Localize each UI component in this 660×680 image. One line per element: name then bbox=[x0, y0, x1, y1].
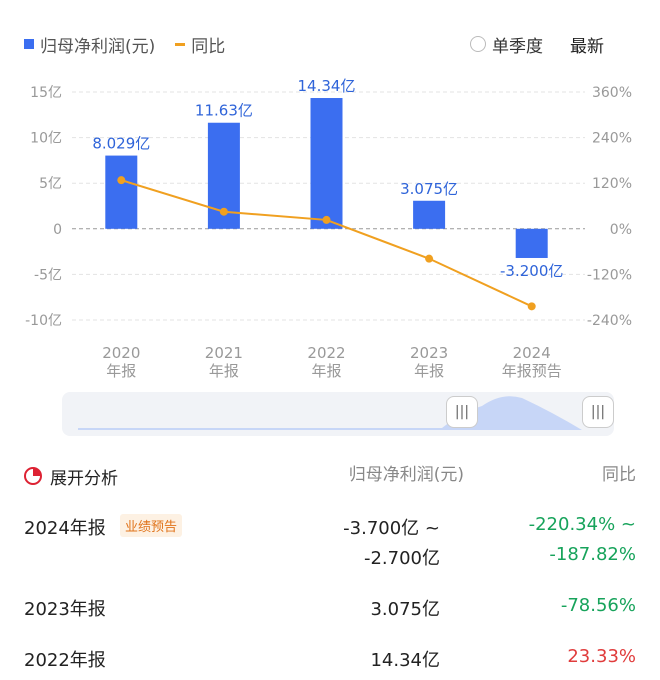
bar bbox=[105, 155, 138, 229]
net-profit-chart: 15亿 10亿 5亿 0 -5亿 -10亿 360% 240% 120% 0% -120% -240%… bbox=[25, 77, 632, 380]
yoy-point bbox=[527, 302, 536, 311]
yoy-cell: 23.33% bbox=[567, 646, 636, 667]
yoy-cell: -220.34% ~ bbox=[528, 514, 636, 535]
value-cell: 3.075亿 bbox=[370, 599, 440, 620]
column-header-value: 归母净利润(元) bbox=[348, 465, 464, 485]
legend-net-profit: 归母净利润(元) bbox=[40, 36, 156, 57]
x-tick-label: 2024 bbox=[513, 344, 551, 362]
bar bbox=[310, 98, 343, 229]
y-tick-left: 10亿 bbox=[30, 131, 62, 147]
bar-data-label: 11.63亿 bbox=[195, 102, 253, 120]
column-header-yoy: 同比 bbox=[602, 465, 636, 485]
value-cell: -2.700亿 bbox=[363, 548, 440, 569]
quarterly-label: 单季度 bbox=[492, 36, 543, 57]
legend-yoy: 同比 bbox=[191, 36, 226, 57]
yoy-cell: -78.56% bbox=[560, 595, 636, 616]
analysis-header: 展开分析 归母净利润(元) 同比 bbox=[24, 460, 636, 492]
bar bbox=[413, 200, 446, 229]
x-tick-label: 年报 bbox=[311, 362, 341, 380]
y-tick-left: 5亿 bbox=[39, 176, 62, 192]
forecast-badge: 业绩预告 bbox=[120, 514, 183, 537]
quarterly-toggle[interactable]: 单季度 bbox=[470, 30, 543, 58]
bar-data-label: 3.075亿 bbox=[400, 180, 458, 198]
y-tick-left: 15亿 bbox=[30, 85, 62, 101]
x-tick-label: 年报 bbox=[414, 362, 444, 380]
range-slider[interactable]: ||| ||| bbox=[62, 392, 614, 436]
x-tick-label: 年报预告 bbox=[502, 362, 562, 380]
bar-data-label: 8.029亿 bbox=[92, 135, 150, 153]
value-cell: -3.700亿 ~ bbox=[343, 518, 440, 539]
x-tick-label: 2023 bbox=[410, 344, 448, 362]
yoy-point bbox=[117, 176, 126, 185]
y-tick-right: 0% bbox=[610, 222, 632, 238]
y-tick-left: -10亿 bbox=[25, 313, 62, 329]
bar-legend-marker bbox=[24, 39, 34, 49]
latest-button[interactable]: 最新 bbox=[570, 36, 604, 57]
y-tick-right: -240% bbox=[587, 313, 632, 329]
y-tick-right: -120% bbox=[587, 267, 632, 283]
pie-chart-icon bbox=[24, 467, 42, 485]
radio-icon[interactable] bbox=[470, 36, 486, 52]
slider-handle-right[interactable]: ||| bbox=[582, 396, 614, 428]
yoy-cell: -187.82% bbox=[549, 544, 636, 565]
x-tick-label: 2022 bbox=[307, 344, 345, 362]
y-tick-left: -5亿 bbox=[34, 267, 62, 283]
period-label: 2024年报 bbox=[24, 518, 106, 539]
y-tick-right: 120% bbox=[592, 176, 632, 192]
bar-data-label: 14.34亿 bbox=[298, 77, 356, 95]
yoy-point bbox=[219, 207, 228, 216]
value-cell: 14.34亿 bbox=[370, 650, 440, 671]
chart-legend: 归母净利润(元) 同比 bbox=[24, 30, 225, 58]
x-tick-label: 2021 bbox=[205, 344, 243, 362]
x-tick-label: 2020 bbox=[102, 344, 140, 362]
bar-data-label: -3.200亿 bbox=[500, 262, 563, 280]
slider-minimap bbox=[78, 396, 582, 430]
x-tick-label: 年报 bbox=[209, 362, 239, 380]
period-label: 2023年报 bbox=[24, 599, 106, 620]
x-tick-label: 年报 bbox=[106, 362, 136, 380]
bar bbox=[515, 228, 548, 258]
yoy-point bbox=[425, 254, 434, 263]
y-tick-right: 360% bbox=[592, 85, 632, 101]
slider-handle-left[interactable]: ||| bbox=[446, 396, 478, 428]
y-tick-left: 0 bbox=[53, 222, 62, 238]
yoy-point bbox=[322, 215, 331, 224]
expand-analysis-link[interactable]: 展开分析 bbox=[50, 468, 118, 489]
y-tick-right: 240% bbox=[592, 131, 632, 147]
line-legend-marker bbox=[175, 42, 186, 46]
period-label: 2022年报 bbox=[24, 650, 106, 671]
